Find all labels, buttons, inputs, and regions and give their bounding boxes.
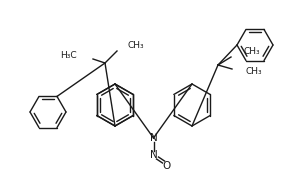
Text: CH₃: CH₃ bbox=[245, 66, 262, 76]
Text: CH₃: CH₃ bbox=[127, 40, 143, 49]
Text: H₃C: H₃C bbox=[60, 51, 77, 59]
Text: N: N bbox=[150, 150, 157, 160]
Text: O: O bbox=[162, 161, 171, 171]
Text: N: N bbox=[150, 133, 157, 143]
Text: CH₃: CH₃ bbox=[243, 46, 260, 55]
